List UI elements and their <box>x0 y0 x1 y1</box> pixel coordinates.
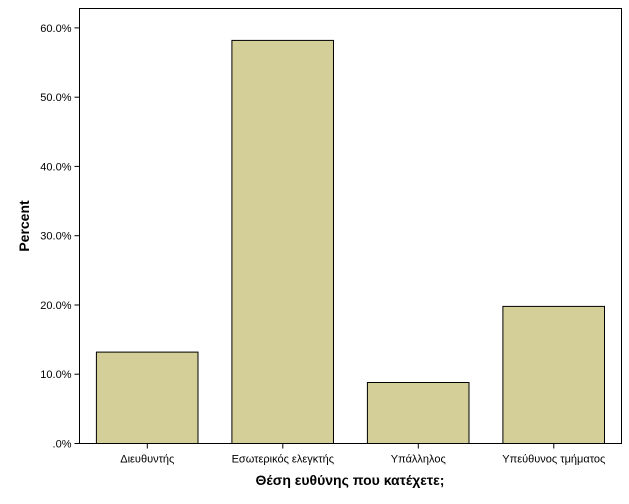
x-tick-label: Υπάλληλος <box>391 454 446 466</box>
x-axis: Διευθυντής Εσωτερικός ελεγκτής Υπάλληλος Υπ… <box>120 443 605 466</box>
x-axis-title: Θέση ευθύνης που κατέχετε; <box>256 472 445 488</box>
bar <box>366 382 470 444</box>
x-tick-label: Εσωτερικός ελεγκτής <box>232 454 334 466</box>
y-tick-label: 10.0% <box>40 369 71 381</box>
y-tick-label: 50.0% <box>40 92 71 104</box>
bar <box>95 351 199 445</box>
y-tick-label: 40.0% <box>40 161 71 173</box>
y-tick-label: 30.0% <box>40 231 71 243</box>
x-tick-label: Διευθυντής <box>120 454 174 466</box>
y-tick-label: .0% <box>53 439 72 451</box>
y-tick-label: 60.0% <box>40 23 71 35</box>
x-tick-label: Υπεύθυνος τμήματος <box>502 454 605 466</box>
y-axis-title: Percent <box>16 200 32 252</box>
bar <box>231 39 334 445</box>
bar <box>502 305 605 444</box>
y-axis: .0% 10.0% 20.0% 30.0% 40.0% 50.0% 60.0% <box>40 23 80 451</box>
bars-layer <box>95 39 605 445</box>
y-tick-label: 20.0% <box>40 300 71 312</box>
